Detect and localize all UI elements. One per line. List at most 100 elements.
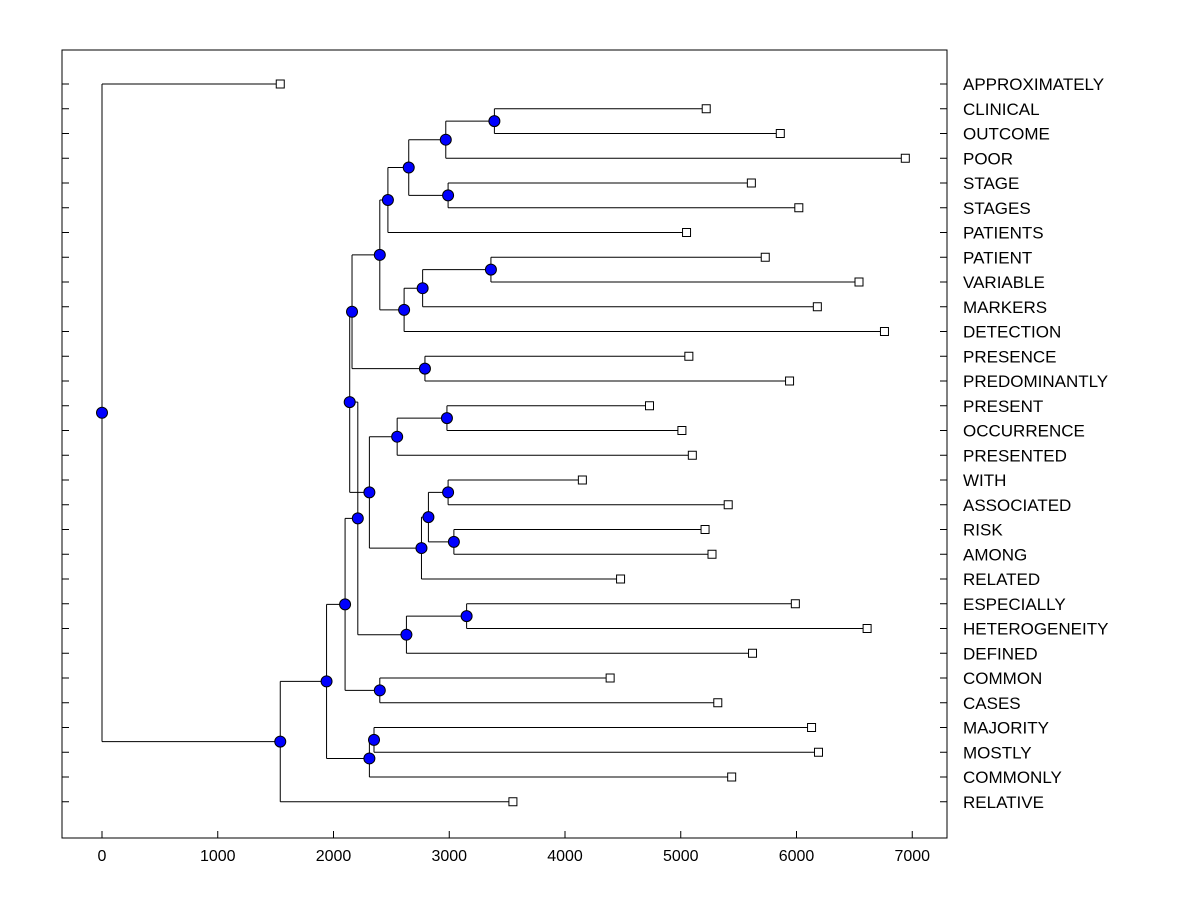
leaf-marker: [677, 426, 687, 435]
leaf-marker: [701, 104, 711, 114]
x-tick-labels: 0 1000 2000 3000 4000 5000 6000 7000: [98, 848, 931, 865]
merge-node: [442, 486, 455, 499]
x-tick-label: 4000: [547, 848, 583, 865]
x-tick-label: 3000: [431, 848, 467, 865]
leaf-label: MAJORITY: [963, 719, 1049, 738]
leaf-marker: [790, 599, 800, 609]
merge-node: [488, 115, 501, 128]
merge-node: [368, 733, 381, 746]
leaf-label: PRESENCE: [963, 347, 1057, 366]
leaf-marker: [682, 228, 692, 237]
leaf-label: OCCURRENCE: [963, 422, 1085, 441]
leaf-marker: [813, 747, 823, 757]
leaf-marker: [854, 277, 864, 287]
merge-node: [447, 535, 460, 548]
leaf-label: COMMON: [963, 669, 1042, 688]
leaf-label: WITH: [963, 471, 1006, 490]
x-tick-label: 0: [98, 848, 107, 865]
leaf-label: PRESENT: [963, 397, 1043, 416]
leaf-label: CLINICAL: [963, 100, 1040, 119]
x-tick-label: 2000: [316, 848, 352, 865]
merge-node: [346, 305, 359, 318]
leaf-marker: [748, 648, 758, 658]
merge-node: [373, 684, 386, 697]
leaf-marker: [794, 203, 804, 213]
x-tick-label: 7000: [894, 848, 930, 865]
leaf-label: VARIABLE: [963, 273, 1045, 292]
merge-node: [415, 542, 428, 555]
leaf-marker: [775, 129, 785, 138]
merge-node: [440, 412, 453, 425]
x-tick-label: 6000: [779, 848, 815, 865]
merge-node: [363, 486, 376, 499]
leaf-label: COMMONLY: [963, 768, 1062, 787]
x-tick-label: 1000: [200, 848, 236, 865]
leaf-label: MOSTLY: [963, 743, 1032, 762]
leaf-marker: [275, 79, 285, 89]
leaf-label: PREDOMINANTLY: [963, 372, 1108, 391]
leaf-marker: [644, 401, 654, 411]
merge-node: [442, 189, 455, 202]
leaf-marker: [687, 450, 697, 460]
leaf-marker: [707, 549, 717, 559]
merge-node: [373, 248, 386, 261]
merge-node: [439, 133, 452, 146]
merge-node: [398, 303, 411, 316]
leaf-marker: [605, 673, 615, 683]
leaf-marker: [785, 376, 795, 386]
merge-node: [400, 628, 413, 641]
leaf-marker: [684, 351, 694, 361]
leaf-label: OUTCOME: [963, 125, 1050, 144]
leaf-marker: [616, 574, 626, 584]
dendrogram-edges: [101, 83, 906, 803]
leaf-label: STAGES: [963, 199, 1031, 218]
leaf-marker: [812, 302, 822, 312]
leaf-marker: [508, 797, 518, 807]
leaf-marker: [723, 500, 733, 510]
leaf-label: AMONG: [963, 545, 1027, 564]
merge-node: [343, 396, 356, 409]
leaf-marker: [577, 475, 587, 485]
leaf-marker: [879, 327, 889, 336]
leaf-label: PATIENTS: [963, 224, 1044, 243]
merge-node: [274, 735, 287, 748]
leaf-label: STAGE: [963, 174, 1019, 193]
merge-node: [460, 610, 473, 623]
leaf-label: APPROXIMATELY: [963, 75, 1104, 94]
merge-node: [418, 362, 431, 375]
leaf-label: PATIENT: [963, 248, 1032, 267]
leaf-labels: APPROXIMATELY CLINICAL OUTCOME POOR STAGE STA…: [963, 75, 1108, 812]
merge-node: [96, 406, 108, 419]
merge-node: [351, 512, 364, 525]
leaf-marker: [900, 153, 910, 163]
leaf-label: RISK: [963, 521, 1003, 540]
leaf-marker: [807, 723, 817, 732]
leaf-label: DETECTION: [963, 323, 1061, 342]
plot-frame: [61, 49, 948, 839]
leaf-marker: [746, 178, 756, 188]
merge-node: [381, 194, 394, 207]
merge-node: [320, 675, 333, 688]
merge-node: [402, 161, 415, 174]
merge-node: [363, 752, 376, 765]
merge-node: [416, 282, 429, 295]
x-tick-label: 5000: [663, 848, 699, 865]
leaf-label: ASSOCIATED: [963, 496, 1071, 515]
leaf-label: ESPECIALLY: [963, 595, 1066, 614]
leaf-label: HETEROGENEITY: [963, 620, 1108, 639]
leaf-marker: [727, 772, 737, 782]
merge-node: [391, 430, 404, 443]
leaf-label: RELATIVE: [963, 793, 1044, 812]
merge-nodes: [96, 115, 501, 765]
leaf-marker: [760, 252, 770, 262]
leaf-label: PRESENTED: [963, 446, 1067, 465]
merge-node: [484, 263, 497, 276]
merge-node: [339, 598, 352, 611]
axis-ticks: [62, 83, 947, 838]
leaf-label: CASES: [963, 694, 1021, 713]
merge-node: [422, 511, 435, 524]
leaf-label: POOR: [963, 149, 1013, 168]
leaf-label: DEFINED: [963, 644, 1038, 663]
leaf-marker: [700, 525, 710, 534]
